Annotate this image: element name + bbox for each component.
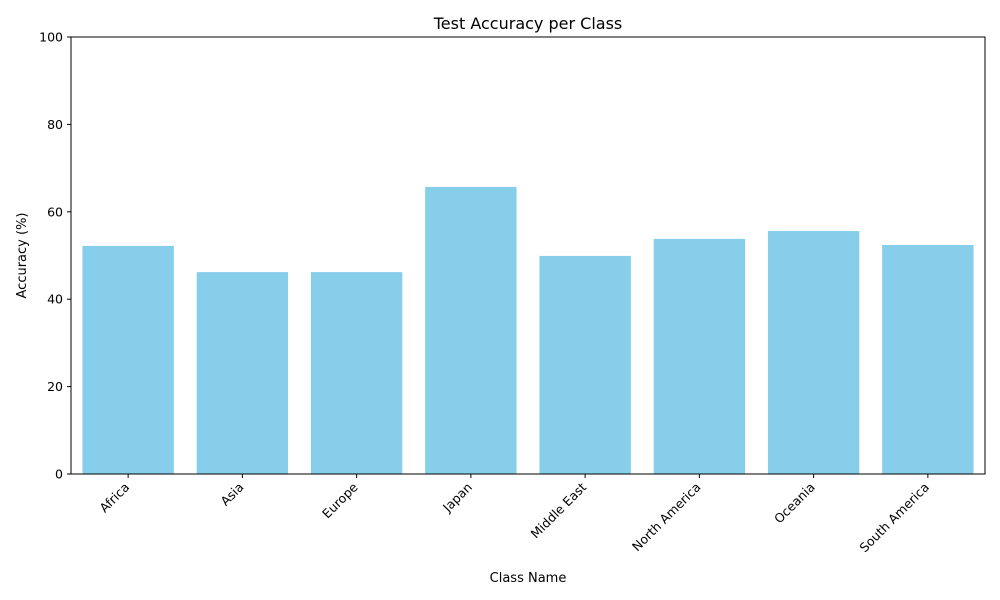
y-tick-label: 20 <box>47 379 63 394</box>
bar-north-america <box>653 238 746 474</box>
bar-europe <box>310 272 403 474</box>
bars-layer <box>82 186 974 475</box>
y-tick-label: 60 <box>47 204 63 219</box>
x-tick-label: Asia <box>217 480 246 509</box>
y-axis-label: Accuracy (%) <box>15 213 30 299</box>
x-tick-label: Africa <box>96 480 132 516</box>
y-tick-label: 40 <box>47 292 63 307</box>
y-tick-label: 80 <box>47 117 63 132</box>
y-tick-label: 0 <box>55 467 63 482</box>
bar-japan <box>425 186 517 475</box>
x-tick-label: Middle East <box>528 479 590 541</box>
x-axis: Africa Asia Europe Japan Middle East North Am… <box>96 474 932 555</box>
x-tick-label: Japan <box>439 480 475 516</box>
chart-title: Test Accuracy per Class <box>433 14 622 33</box>
x-tick-label: North America <box>629 480 704 555</box>
plot-area-frame <box>70 36 986 475</box>
bar-middle-east <box>539 255 631 474</box>
x-tick-label: South America <box>856 480 932 556</box>
x-tick-label: Europe <box>319 479 361 521</box>
x-axis-label: Class Name <box>490 571 567 586</box>
x-tick-label: Oceania <box>771 480 818 527</box>
bar-south-america <box>882 245 974 474</box>
y-axis: 0 20 40 60 80 100 <box>39 30 71 482</box>
y-tick-label: 100 <box>39 30 63 45</box>
bar-asia <box>196 272 289 474</box>
bar-africa <box>82 245 174 474</box>
bar-oceania <box>767 231 860 474</box>
